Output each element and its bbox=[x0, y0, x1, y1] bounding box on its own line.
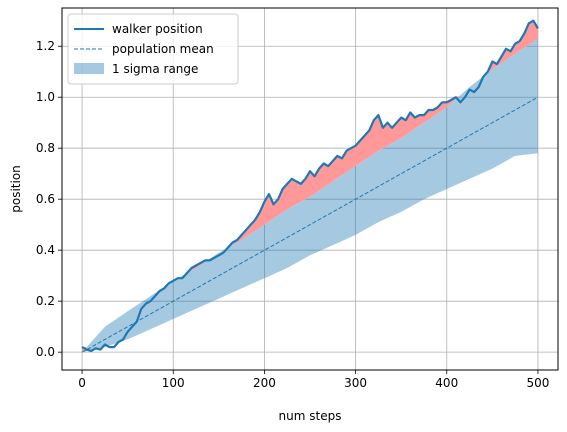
grid bbox=[62, 8, 558, 370]
legend: walker position population mean 1 sigma … bbox=[67, 13, 239, 85]
x-tick-label: 100 bbox=[162, 376, 185, 390]
y-tick-label: 0.2 bbox=[36, 294, 55, 308]
legend-label-band: 1 sigma range bbox=[112, 62, 198, 76]
walker-line bbox=[81, 19, 539, 352]
exceed-layer bbox=[82, 20, 538, 353]
y-axis-label: position bbox=[9, 165, 23, 213]
x-tick-label: 400 bbox=[435, 376, 458, 390]
legend-box bbox=[67, 13, 239, 85]
y-tick-label: 0.0 bbox=[36, 345, 55, 359]
y-tick-label: 0.6 bbox=[36, 192, 55, 206]
y-tick-label: 0.8 bbox=[36, 141, 55, 155]
x-tick-label: 0 bbox=[78, 376, 86, 390]
series-layer bbox=[81, 19, 539, 353]
legend-swatch-band bbox=[74, 63, 104, 74]
band-layer bbox=[82, 38, 538, 353]
x-tick-label: 500 bbox=[526, 376, 549, 390]
exceed-region bbox=[82, 20, 538, 353]
x-tick-label: 200 bbox=[253, 376, 276, 390]
mean-line bbox=[81, 96, 539, 353]
x-tick-label: 300 bbox=[344, 376, 367, 390]
y-tick-label: 0.4 bbox=[36, 243, 55, 257]
legend-label-mean: population mean bbox=[112, 42, 214, 56]
sigma-band bbox=[82, 38, 538, 353]
y-tick-label: 1.2 bbox=[36, 39, 55, 53]
y-tick-label: 1.0 bbox=[36, 90, 55, 104]
x-axis-label: num steps bbox=[279, 409, 342, 423]
plot-frame bbox=[61, 7, 559, 371]
legend-label-walker: walker position bbox=[112, 22, 203, 36]
ticks: 0 100 200 300 400 500 0.0 0.2 0.4 0.6 0.8 1.0 1.2 bbox=[36, 39, 549, 390]
